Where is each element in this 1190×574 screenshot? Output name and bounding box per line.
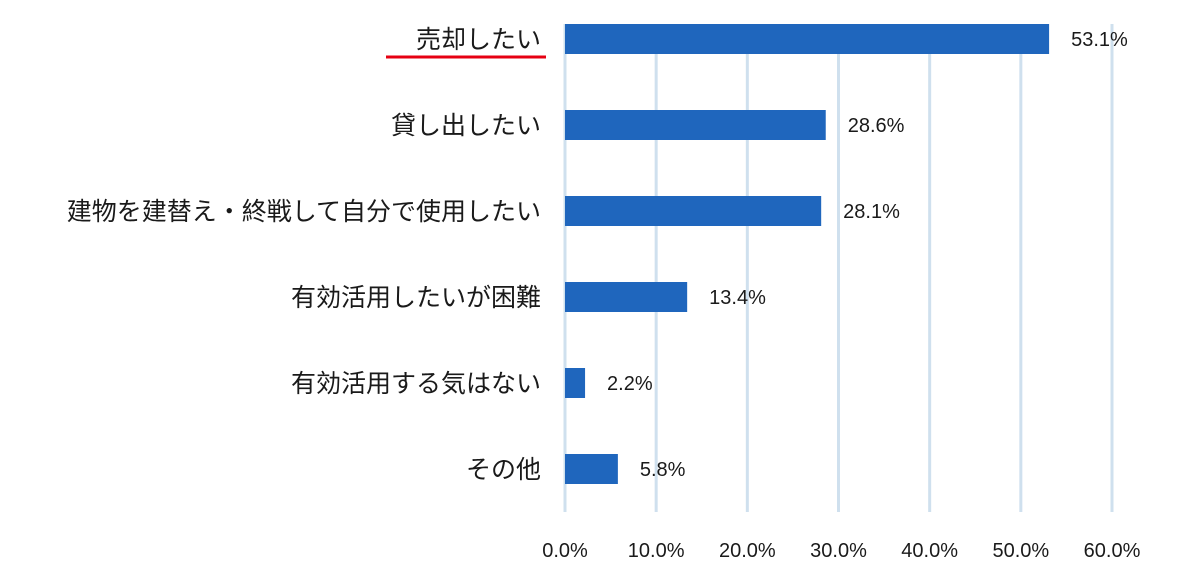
value-label: 28.1% [843, 201, 900, 223]
category-label: 売却したい [416, 25, 541, 54]
bars [565, 24, 1050, 484]
value-label: 13.4% [709, 287, 766, 309]
x-tick-labels: 0.0% 10.0% 20.0% 30.0% 40.0% 50.0% 60.0% [542, 540, 1140, 562]
value-labels: 53.1% 28.6% 28.1% 13.4% 2.2% 5.8% [607, 29, 1128, 481]
x-tick-label: 40.0% [901, 540, 958, 562]
value-label: 53.1% [1071, 29, 1128, 51]
x-tick-label: 20.0% [719, 540, 776, 562]
category-labels: 売却したい貸し出したい建物を建替え・終戦して自分で使用したい有効活用したいが困難… [67, 25, 541, 484]
category-label: その他 [466, 455, 541, 484]
category-label: 貸し出したい [391, 111, 541, 140]
x-tick-label: 0.0% [542, 540, 588, 562]
category-label: 有効活用したいが困難 [291, 283, 541, 312]
x-tick-label: 60.0% [1084, 540, 1141, 562]
bar [565, 110, 826, 140]
x-tick-label: 30.0% [810, 540, 867, 562]
category-label: 有効活用する気はない [291, 369, 541, 398]
x-tick-label: 50.0% [992, 540, 1049, 562]
category-label: 建物を建替え・終戦して自分で使用したい [67, 197, 541, 226]
value-label: 28.6% [848, 115, 905, 137]
bar [565, 24, 1050, 54]
bar [565, 282, 688, 312]
x-tick-label: 10.0% [628, 540, 685, 562]
value-label: 5.8% [640, 459, 686, 481]
bar [565, 368, 586, 398]
bar [565, 196, 822, 226]
bar [565, 454, 618, 484]
value-label: 2.2% [607, 373, 653, 395]
grid-lines [563, 24, 1114, 512]
